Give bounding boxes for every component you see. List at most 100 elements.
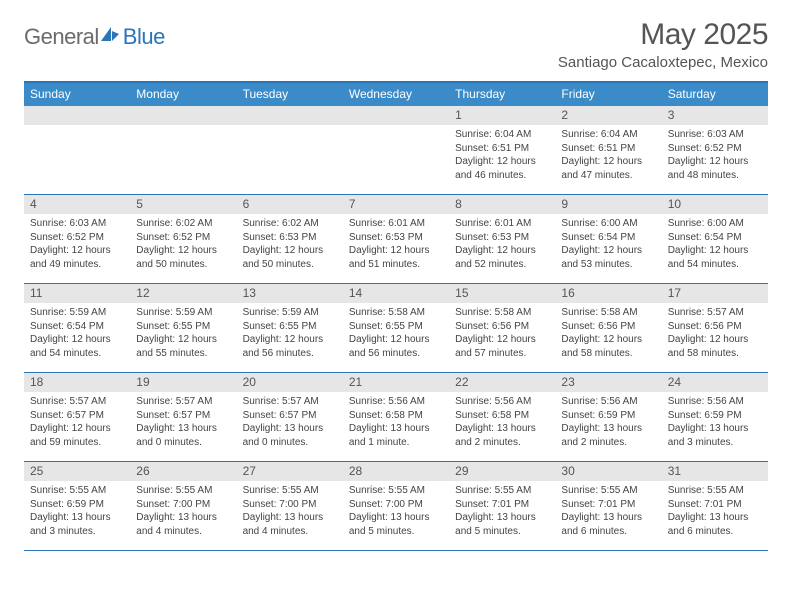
sunset-line: Sunset: 6:56 PM [455,320,549,334]
daylight-line: Daylight: 12 hours and 52 minutes. [455,244,549,271]
day-cell: 21Sunrise: 5:56 AMSunset: 6:58 PMDayligh… [343,373,449,461]
day-details: Sunrise: 6:02 AMSunset: 6:52 PMDaylight:… [130,214,236,271]
sunrise-line: Sunrise: 6:01 AM [455,217,549,231]
day-cell: 24Sunrise: 5:56 AMSunset: 6:59 PMDayligh… [662,373,768,461]
sunrise-line: Sunrise: 5:59 AM [136,306,230,320]
day-number: 21 [343,373,449,392]
sunset-line: Sunset: 6:56 PM [668,320,762,334]
sunset-line: Sunset: 6:56 PM [561,320,655,334]
sunrise-line: Sunrise: 5:55 AM [455,484,549,498]
sunset-line: Sunset: 6:53 PM [243,231,337,245]
daylight-line: Daylight: 12 hours and 55 minutes. [136,333,230,360]
sunset-line: Sunset: 7:00 PM [243,498,337,512]
daylight-line: Daylight: 13 hours and 6 minutes. [668,511,762,538]
weekday-header: Sunday [24,83,130,106]
weekday-header: Monday [130,83,236,106]
day-cell-empty [343,106,449,194]
weekday-header: Friday [555,83,661,106]
week-row: 11Sunrise: 5:59 AMSunset: 6:54 PMDayligh… [24,284,768,373]
daylight-line: Daylight: 12 hours and 58 minutes. [561,333,655,360]
day-number: 18 [24,373,130,392]
day-details: Sunrise: 5:55 AMSunset: 7:01 PMDaylight:… [555,481,661,538]
sunset-line: Sunset: 6:55 PM [243,320,337,334]
daylight-line: Daylight: 12 hours and 48 minutes. [668,155,762,182]
brand-name-blue: Blue [123,24,165,49]
day-number: 20 [237,373,343,392]
sunrise-line: Sunrise: 6:01 AM [349,217,443,231]
brand-sail-icon [99,25,121,43]
day-cell: 22Sunrise: 5:56 AMSunset: 6:58 PMDayligh… [449,373,555,461]
day-cell: 2 Sunrise: 6:04 AMSunset: 6:51 PMDaylight… [555,106,661,194]
day-number: 11 [24,284,130,303]
day-details: Sunrise: 5:59 AMSunset: 6:55 PMDaylight:… [237,303,343,360]
day-cell: 10Sunrise: 6:00 AMSunset: 6:54 PMDayligh… [662,195,768,283]
day-number: 26 [130,462,236,481]
daylight-line: Daylight: 12 hours and 47 minutes. [561,155,655,182]
week-row: 4Sunrise: 6:03 AMSunset: 6:52 PMDaylight… [24,195,768,284]
sunset-line: Sunset: 6:54 PM [668,231,762,245]
day-details: Sunrise: 5:56 AMSunset: 6:58 PMDaylight:… [449,392,555,449]
day-details: Sunrise: 5:57 AMSunset: 6:56 PMDaylight:… [662,303,768,360]
day-details: Sunrise: 6:02 AMSunset: 6:53 PMDaylight:… [237,214,343,271]
day-cell: 17Sunrise: 5:57 AMSunset: 6:56 PMDayligh… [662,284,768,372]
day-number: 6 [237,195,343,214]
daylight-line: Daylight: 12 hours and 49 minutes. [30,244,124,271]
day-cell: 28Sunrise: 5:55 AMSunset: 7:00 PMDayligh… [343,462,449,550]
day-details: Sunrise: 6:03 AMSunset: 6:52 PMDaylight:… [662,125,768,182]
daylight-line: Daylight: 13 hours and 2 minutes. [455,422,549,449]
sunrise-line: Sunrise: 6:03 AM [30,217,124,231]
sunrise-line: Sunrise: 5:57 AM [136,395,230,409]
day-details: Sunrise: 5:56 AMSunset: 6:59 PMDaylight:… [555,392,661,449]
title-block: May 2025 Santiago Cacaloxtepec, Mexico [558,18,768,71]
day-cell: 14Sunrise: 5:58 AMSunset: 6:55 PMDayligh… [343,284,449,372]
daylight-line: Daylight: 13 hours and 0 minutes. [136,422,230,449]
day-cell: 4Sunrise: 6:03 AMSunset: 6:52 PMDaylight… [24,195,130,283]
weeks-grid: 1Sunrise: 6:04 AMSunset: 6:51 PMDaylight… [24,106,768,551]
day-cell: 9Sunrise: 6:00 AMSunset: 6:54 PMDaylight… [555,195,661,283]
day-number: 27 [237,462,343,481]
sunrise-line: Sunrise: 6:00 AM [561,217,655,231]
day-details: Sunrise: 5:57 AMSunset: 6:57 PMDaylight:… [237,392,343,449]
week-row: 18 Sunrise: 5:57 AMSunset: 6:57 PMDayligh… [24,373,768,462]
daylight-line: Daylight: 12 hours and 54 minutes. [30,333,124,360]
day-number: 16 [555,284,661,303]
sunrise-line: Sunrise: 5:55 AM [668,484,762,498]
sunset-line: Sunset: 6:55 PM [349,320,443,334]
month-title: May 2025 [558,18,768,52]
day-cell: 19Sunrise: 5:57 AMSunset: 6:57 PMDayligh… [130,373,236,461]
day-number: 7 [343,195,449,214]
day-details: Sunrise: 5:58 AMSunset: 6:56 PMDaylight:… [449,303,555,360]
day-cell: 13Sunrise: 5:59 AMSunset: 6:55 PMDayligh… [237,284,343,372]
day-cell: 31Sunrise: 5:55 AMSunset: 7:01 PMDayligh… [662,462,768,550]
sunrise-line: Sunrise: 5:55 AM [136,484,230,498]
daylight-line: Daylight: 13 hours and 5 minutes. [455,511,549,538]
calendar-page: General Blue May 2025 Santiago Cacaloxte… [0,0,792,551]
sunset-line: Sunset: 6:58 PM [349,409,443,423]
sunset-line: Sunset: 6:53 PM [349,231,443,245]
weekday-header: Tuesday [237,83,343,106]
day-cell: 20Sunrise: 5:57 AMSunset: 6:57 PMDayligh… [237,373,343,461]
sunset-line: Sunset: 6:55 PM [136,320,230,334]
day-details: Sunrise: 5:58 AMSunset: 6:55 PMDaylight:… [343,303,449,360]
day-cell: 26Sunrise: 5:55 AMSunset: 7:00 PMDayligh… [130,462,236,550]
day-details: Sunrise: 6:04 AMSunset: 6:51 PMDaylight:… [449,125,555,182]
daylight-line: Daylight: 13 hours and 1 minute. [349,422,443,449]
sunset-line: Sunset: 6:51 PM [455,142,549,156]
sunset-line: Sunset: 6:51 PM [561,142,655,156]
weekday-header-row: SundayMondayTuesdayWednesdayThursdayFrid… [24,83,768,106]
sunset-line: Sunset: 7:01 PM [455,498,549,512]
day-number: 12 [130,284,236,303]
day-details: Sunrise: 5:55 AMSunset: 7:00 PMDaylight:… [343,481,449,538]
header: General Blue May 2025 Santiago Cacaloxte… [24,18,768,71]
weekday-header: Wednesday [343,83,449,106]
daylight-line: Daylight: 13 hours and 6 minutes. [561,511,655,538]
day-number: 1 [449,106,555,125]
sunrise-line: Sunrise: 6:03 AM [668,128,762,142]
day-cell-empty [24,106,130,194]
day-number: 2 [555,106,661,125]
sunrise-line: Sunrise: 6:04 AM [561,128,655,142]
day-cell: 29Sunrise: 5:55 AMSunset: 7:01 PMDayligh… [449,462,555,550]
sunrise-line: Sunrise: 6:04 AM [455,128,549,142]
daylight-line: Daylight: 13 hours and 2 minutes. [561,422,655,449]
sunrise-line: Sunrise: 5:55 AM [243,484,337,498]
